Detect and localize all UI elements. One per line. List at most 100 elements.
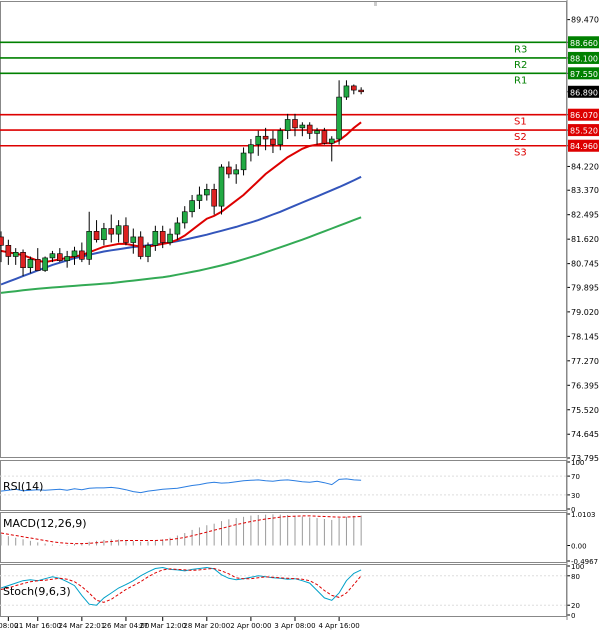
price-tag-label: 86.890 [570,88,598,97]
candle-down [0,237,4,245]
candle-down [359,90,364,92]
stoch-tick-label: 0 [571,612,575,620]
candle-up [13,252,18,256]
price-tick-label: 80.745 [571,260,599,269]
candle-up [101,229,106,240]
candle-up [50,254,55,258]
candle-down [322,131,327,144]
candle-up [87,231,92,259]
price-tag-label: 85.520 [570,127,598,136]
time-tick-label: 21 Mar 16:00 [14,622,61,630]
price-tick-label: 89.470 [571,16,599,25]
stoch-tick-label: 100 [571,563,584,571]
macd-tick-label: 1.0103 [571,511,596,519]
price-tick-label: 83.370 [571,186,599,195]
candle-up [337,97,342,139]
candle-down [263,136,268,139]
candle-down [351,86,356,90]
candle-down [307,125,312,133]
candle-up [72,251,77,257]
price-tick-label: 76.395 [571,381,599,390]
time-tick-label: 2 Apr 00:00 [230,622,271,630]
price-panel: 89.470 88.660 88.100 87.550 86.890 86.070 85.5… [0,2,599,464]
time-tick-label: 24 Mar 22:01 [58,622,105,630]
rsi-tick-label: 100 [571,459,584,467]
price-axis: 89.470 88.660 88.100 87.550 86.890 86.070 85.5… [567,16,599,463]
rsi-panel-frame [1,461,567,511]
price-tick-label: 79.895 [571,283,599,292]
candle-down [94,231,99,239]
level-label-r1: R1 [514,75,527,86]
candle-up [65,256,70,260]
rsi-tick-label: 30 [571,492,580,500]
candle-up [204,189,209,195]
candle-up [285,119,290,130]
price-tag-label: 87.550 [570,70,598,79]
candle-down [79,251,84,259]
price-tag-label: 88.660 [570,39,598,48]
price-tick-label: 78.145 [571,332,599,341]
stoch-panel-frame [1,565,567,617]
price-tick-label: 79.020 [571,308,599,317]
rsi-panel: 100 70 30 0 RSI(14) [0,459,584,514]
candle-down [160,231,165,242]
candle-up [197,195,202,201]
candle-down [109,229,114,235]
time-tick-label: 3 Apr 08:00 [274,622,315,630]
candle-up [219,167,224,206]
rsi-label: RSI(14) [3,480,43,493]
candle-up [256,136,261,144]
candle-up [116,226,121,234]
candle-down [57,254,62,261]
candle-up [146,245,151,256]
time-tick-label: 4 Apr 16:00 [319,622,360,630]
price-tag-label: 88.100 [570,54,598,63]
candle-down [212,189,217,206]
candle-up [329,139,334,143]
candle-up [153,231,158,245]
stoch-tick-label: 80 [571,573,580,581]
candle-down [35,259,40,270]
time-tick-label: 28 Mar 20:00 [183,622,230,630]
candle-down [123,226,128,243]
forex-chart: 89.47088.66088.10087.55086.89086.07085.5… [0,0,600,632]
candle-up [190,201,195,212]
level-label-r3: R3 [514,44,527,55]
price-tick-label: 84.220 [571,162,599,171]
macd-tick-label: 0.00 [571,543,587,551]
level-label-s1: S1 [514,117,527,128]
level-label-r2: R2 [514,60,527,71]
candle-up [28,259,33,267]
candle-down [270,139,275,145]
candle-up [344,86,349,97]
candle-up [300,125,305,128]
candle-down [21,252,26,267]
stoch-label: Stoch(9,6,3) [3,585,71,598]
macd-panel: 1.0103 0.00 -0.4967 MACD(12,26,9) [1,511,599,566]
level-label-s3: S3 [514,148,527,159]
candle-up [168,234,173,242]
candle-up [278,131,283,145]
candle-down [226,167,231,174]
candle-up [315,131,320,134]
price-tick-label: 74.645 [571,430,599,439]
candle-up [131,237,136,243]
macd-label: MACD(12,26,9) [3,517,87,530]
candle-down [293,119,298,127]
price-tick-label: 82.495 [571,211,599,220]
candle-up [175,223,180,234]
candle-down [6,245,11,256]
candle-up [43,258,48,271]
price-tick-label: 81.620 [571,235,599,244]
candle-up [234,170,239,174]
rsi-tick-label: 70 [571,473,580,481]
stoch-tick-label: 20 [571,602,580,610]
scroll-marker[interactable] [374,2,377,6]
time-tick-label: 27 Mar 12:00 [139,622,186,630]
price-panel-frame [1,2,567,458]
stoch-panel: 100 80 20 0 Stoch(9,6,3) [0,563,584,620]
price-tick-label: 77.270 [571,357,599,366]
level-label-s2: S2 [514,132,527,143]
candle-down [138,237,143,257]
